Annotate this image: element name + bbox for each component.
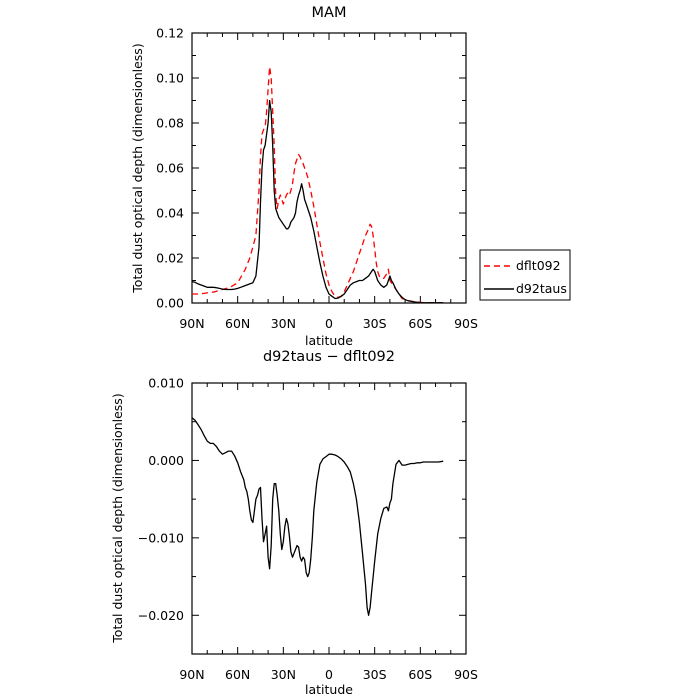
top-x-tick-label: 90S <box>454 316 478 331</box>
top-x-tick-label: 60S <box>408 316 432 331</box>
top-y-tick-label: 0.04 <box>156 206 184 221</box>
bottom-y-tick-label: 0.010 <box>148 376 184 391</box>
bottom-panel: d92taus − dflt092 90N 60N 30N 0 30S 60S 90S −0.… <box>110 349 478 697</box>
bottom-series-line-series-0 <box>191 417 444 616</box>
top-panel-title: MAM <box>312 5 347 21</box>
legend-label-d92taus: d92taus <box>516 281 567 296</box>
top-y-tick-label: 0.00 <box>156 296 184 311</box>
bottom-y-axis-title: Total dust optical depth (dimensionless) <box>110 393 125 643</box>
top-x-axis-title: latitude <box>305 333 353 348</box>
legend-box <box>479 249 571 301</box>
bottom-x-tick-label: 60S <box>408 667 432 682</box>
top-y-tick-label: 0.12 <box>156 26 184 41</box>
bottom-x-tick-label: 90S <box>454 667 478 682</box>
top-series-group <box>191 66 444 304</box>
top-y-axis-title: Total dust optical depth (dimensionless) <box>130 43 145 293</box>
top-series-line-d92taus <box>191 99 444 304</box>
top-y-tick-label: 0.08 <box>156 116 184 131</box>
top-panel: MAM 90N 60N 30N 0 30S 60S 90S 0.00 0.02 0.04 0.06 0… <box>130 5 571 348</box>
top-y-tick-label: 0.10 <box>156 71 184 86</box>
top-x-tick-label: 90N <box>179 316 204 331</box>
top-x-tick-label: 0 <box>325 316 333 331</box>
bottom-series-group <box>191 417 444 616</box>
bottom-axis-ticks: 90N 60N 30N 0 30S 60S 90S −0.020 −0.010 0.000 0.01… <box>138 376 478 683</box>
bottom-panel-title: d92taus − dflt092 <box>263 349 395 365</box>
legend-label-dflt092: dflt092 <box>516 258 561 273</box>
bottom-x-tick-label: 30S <box>363 667 387 682</box>
top-plot-frame <box>191 32 467 304</box>
top-y-tick-label: 0.06 <box>156 161 184 176</box>
legend: dflt092 d92taus <box>479 249 571 301</box>
top-x-tick-label: 60N <box>225 316 250 331</box>
top-series-line-dflt092 <box>192 66 444 304</box>
bottom-y-tick-label: −0.020 <box>138 608 184 623</box>
top-x-tick-label: 30S <box>363 316 387 331</box>
top-x-tick-label: 30N <box>271 316 296 331</box>
bottom-x-tick-label: 30N <box>271 667 296 682</box>
bottom-x-tick-label: 60N <box>225 667 250 682</box>
bottom-x-tick-label: 90N <box>179 667 204 682</box>
bottom-y-tick-label: 0.000 <box>148 453 184 468</box>
top-y-tick-label: 0.02 <box>156 251 184 266</box>
bottom-plot-frame <box>191 382 467 655</box>
top-axis-ticks: 90N 60N 30N 0 30S 60S 90S 0.00 0.02 0.04 0.06 0.08 0… <box>156 26 478 332</box>
bottom-x-axis-title: latitude <box>305 682 353 697</box>
bottom-x-tick-label: 0 <box>325 667 333 682</box>
bottom-y-tick-label: −0.010 <box>138 530 184 545</box>
